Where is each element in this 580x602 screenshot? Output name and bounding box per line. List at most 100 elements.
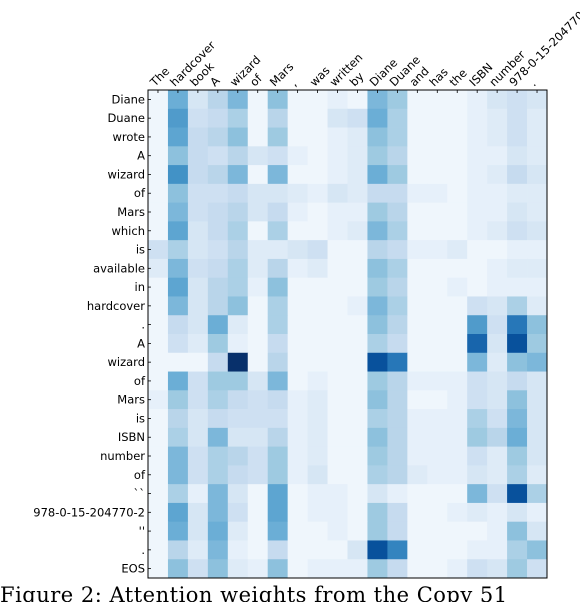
heatmap-cell [387,484,408,504]
heatmap-cell [387,146,408,166]
heatmap-cell [287,352,308,372]
heatmap-cell [387,446,408,466]
heatmap-cell [227,540,249,560]
heatmap-cell [447,221,468,241]
heatmap-cell [387,258,408,279]
heatmap-cell [167,90,189,110]
heatmap-cell [227,277,249,297]
heatmap-cell [227,202,249,222]
heatmap-cell [347,183,368,204]
heatmap-cell [427,315,448,335]
heatmap-cell [527,202,548,222]
heatmap-cell [247,484,269,504]
heatmap-cell [467,540,488,560]
heatmap-cell [327,296,348,316]
heatmap-cell [307,315,328,335]
heatmap-cell [407,296,428,316]
heatmap-cell [487,502,508,523]
heatmap-cell [447,165,468,185]
heatmap-cell [527,352,548,372]
heatmap-cell [387,521,408,541]
heatmap-cell [167,165,189,185]
heatmap-cell [327,502,348,523]
heatmap-cell [307,146,328,166]
heatmap-cell [487,352,508,372]
heatmap-cell [247,409,269,429]
heatmap-cell [407,202,428,222]
heatmap-cell [247,559,269,579]
heatmap-cell [267,165,289,185]
heatmap-cell [287,390,308,410]
heatmap-cell [267,108,289,128]
heatmap-cell [347,427,368,448]
heatmap-cell [207,258,229,279]
heatmap-cell [427,296,448,316]
heatmap-cell [487,296,508,316]
heatmap-cell [347,146,368,166]
y-tick-label: Mars [117,393,145,407]
heatmap-cell [187,446,209,466]
heatmap-cell [148,108,169,128]
heatmap-cell [387,352,408,372]
heatmap-cell [467,183,488,204]
heatmap-cell [467,465,488,485]
figure-caption: Figure 2: Attention weights from the Cop… [0,584,508,602]
heatmap-cell [507,352,528,372]
heatmap-cell [247,90,269,110]
x-tick-label: . [526,77,538,89]
heatmap-cell [227,352,249,372]
heatmap-cell [367,315,388,335]
heatmap-cell [507,427,528,448]
heatmap-cell [247,127,269,147]
heatmap-cell [287,559,308,579]
y-tick-label: . [141,318,145,332]
heatmap-cell [227,521,249,541]
heatmap-cell [148,446,169,466]
heatmap-cell [487,371,508,391]
heatmap-cell [447,127,468,147]
heatmap-cell [347,315,368,335]
heatmap-cell [327,427,348,448]
heatmap-cell [148,240,169,260]
heatmap-cell [327,183,348,204]
heatmap-cell [367,90,388,110]
heatmap-cell [347,540,368,560]
heatmap-cell [427,334,448,354]
heatmap-cell [507,446,528,466]
heatmap-cell [427,146,448,166]
heatmap-cell [227,258,249,279]
heatmap-cell [187,465,209,485]
heatmap-cell [407,390,428,410]
heatmap-cell [507,465,528,485]
heatmap-cell [247,240,269,260]
heatmap-cell [367,277,388,297]
heatmap-cell [507,90,528,110]
heatmap-cell [507,390,528,410]
heatmap-cell [507,484,528,504]
heatmap-cell [327,240,348,260]
heatmap-cell [187,427,209,448]
heatmap-cell [387,240,408,260]
heatmap-cell [367,334,388,354]
heatmap-cell [307,183,328,204]
heatmap-cell [287,183,308,204]
heatmap-cell [247,315,269,335]
heatmap-cell [447,409,468,429]
heatmap-cell [407,409,428,429]
heatmap-cell [207,540,229,560]
heatmap-cell [467,409,488,429]
heatmap-cell [367,502,388,523]
heatmap-cell [407,183,428,204]
heatmap-cell [407,521,428,541]
y-tick-label: hardcover [87,299,145,313]
heatmap-cell [447,390,468,410]
heatmap-cell [227,334,249,354]
heatmap-cell [227,465,249,485]
heatmap-cell [507,240,528,260]
heatmap-cell [487,315,508,335]
heatmap-cell [327,390,348,410]
heatmap-cell [407,258,428,279]
heatmap-cell [187,221,209,241]
heatmap-cell [367,465,388,485]
heatmap-cell [187,90,209,110]
